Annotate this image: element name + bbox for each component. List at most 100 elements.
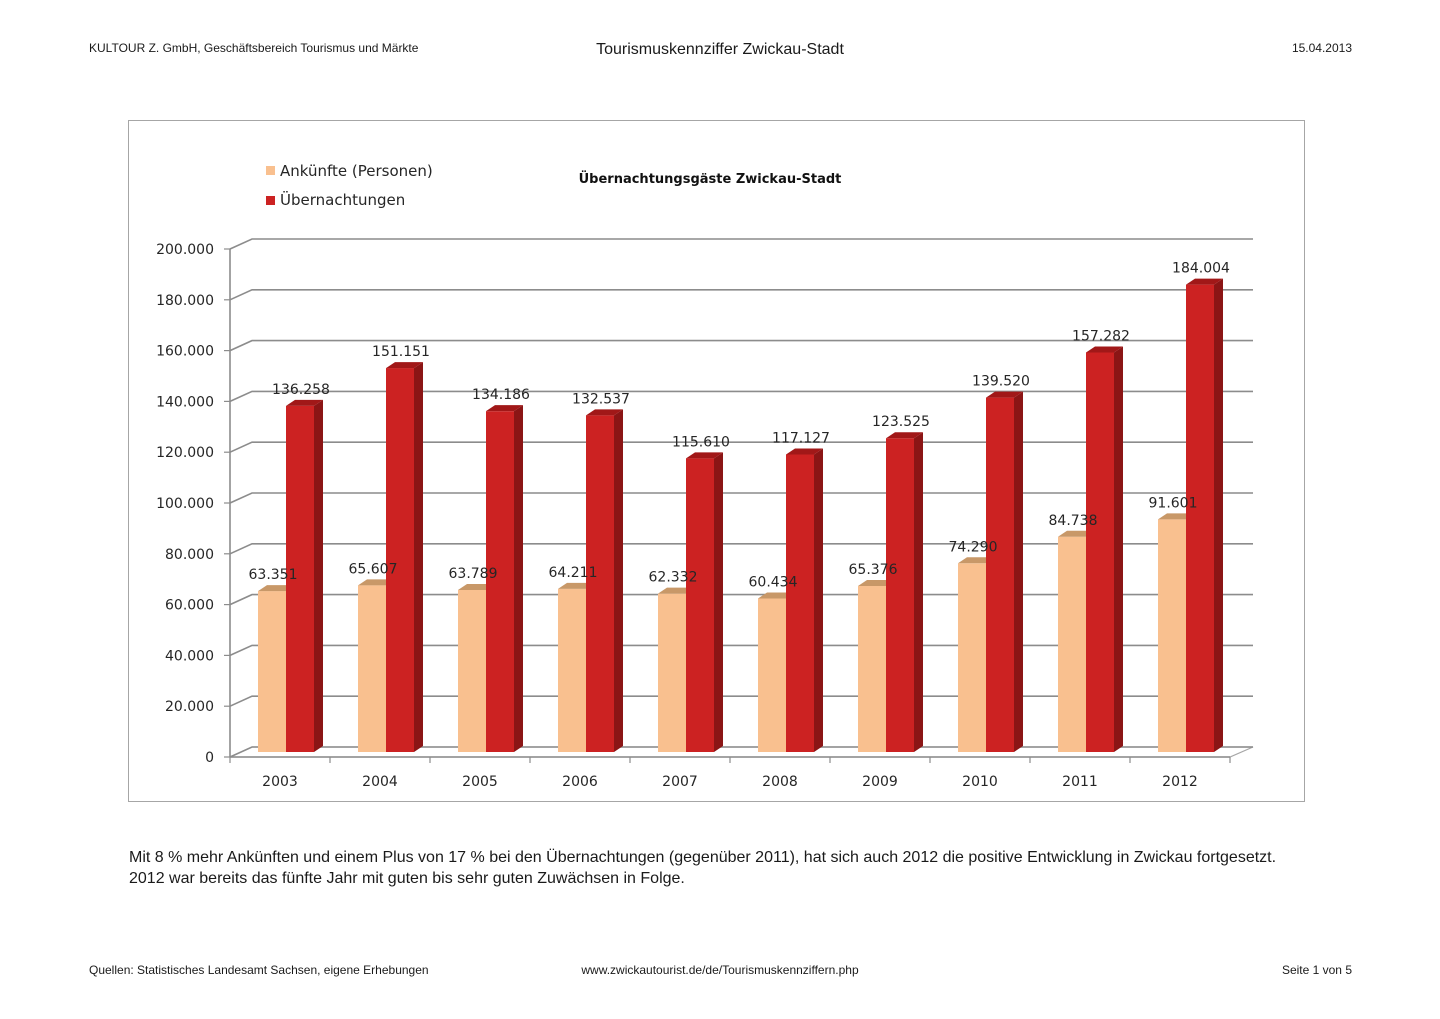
bar-top bbox=[658, 587, 695, 594]
legend-swatch-ankuenfte bbox=[266, 166, 275, 175]
bar-side bbox=[514, 405, 523, 752]
bar-front bbox=[286, 405, 314, 752]
bars bbox=[258, 278, 1223, 752]
data-label: 62.332 bbox=[649, 570, 698, 586]
footer-url[interactable]: www.zwickautourist.de/de/Tourismuskennzi… bbox=[581, 963, 859, 977]
gridline bbox=[229, 390, 1253, 403]
data-label: 123.525 bbox=[872, 414, 930, 430]
bar-side bbox=[1214, 278, 1223, 752]
y-tick-label: 80.000 bbox=[165, 547, 214, 563]
bar-uebernachtungen-2007 bbox=[686, 452, 723, 752]
y-tick-label: 100.000 bbox=[156, 496, 214, 512]
y-tick-label: 20.000 bbox=[165, 699, 214, 715]
x-tick-label: 2012 bbox=[1162, 774, 1198, 790]
bar-top bbox=[386, 362, 423, 369]
data-label: 84.738 bbox=[1049, 513, 1098, 529]
data-label: 65.607 bbox=[349, 561, 398, 577]
y-tick-label: 40.000 bbox=[165, 648, 214, 664]
bar-front bbox=[1158, 519, 1186, 752]
bar-uebernachtungen-2004 bbox=[386, 362, 423, 752]
bar-front bbox=[1186, 284, 1214, 752]
bar-top bbox=[1158, 513, 1195, 520]
bar-top bbox=[1086, 346, 1123, 353]
bar-front bbox=[758, 598, 786, 752]
y-tick-label: 60.000 bbox=[165, 598, 214, 614]
footer-source: Quellen: Statistisches Landesamt Sachsen… bbox=[89, 963, 429, 977]
y-tick-label: 160.000 bbox=[156, 344, 214, 360]
bar-side bbox=[914, 432, 923, 752]
x-tick-label: 2003 bbox=[262, 774, 298, 790]
data-label: 91.601 bbox=[1149, 495, 1198, 511]
bar-front bbox=[858, 585, 886, 752]
bar-front bbox=[786, 454, 814, 752]
bar-uebernachtungen-2011 bbox=[1086, 346, 1123, 752]
x-tick-label: 2004 bbox=[362, 774, 398, 790]
y-tick-label: 140.000 bbox=[156, 394, 214, 410]
bar-front bbox=[686, 458, 714, 752]
bar-front bbox=[558, 588, 586, 752]
bar-front bbox=[458, 589, 486, 752]
data-label: 65.376 bbox=[849, 562, 898, 578]
bar-side bbox=[814, 448, 823, 752]
x-tick-label: 2005 bbox=[462, 774, 498, 790]
bar-side bbox=[714, 452, 723, 752]
data-label: 184.004 bbox=[1172, 261, 1230, 277]
bar-top bbox=[886, 432, 923, 439]
chart-title: Übernachtungsgäste Zwickau-Stadt bbox=[579, 171, 842, 187]
y-tick-label: 0 bbox=[205, 750, 214, 766]
x-tick-label: 2007 bbox=[662, 774, 698, 790]
x-tick-label: 2010 bbox=[962, 774, 998, 790]
legend: Ankünfte (Personen) Übernachtungen bbox=[266, 162, 433, 209]
bar-front bbox=[386, 368, 414, 752]
data-label: 117.127 bbox=[772, 430, 830, 446]
gridline bbox=[229, 339, 1253, 352]
legend-swatch-uebernachtungen bbox=[266, 196, 275, 205]
y-tick-label: 180.000 bbox=[156, 293, 214, 309]
bar-top bbox=[358, 579, 395, 586]
bar-side bbox=[1114, 346, 1123, 752]
bar-top bbox=[258, 585, 295, 592]
legend-label-uebernachtungen: Übernachtungen bbox=[280, 190, 405, 209]
bar-front bbox=[658, 593, 686, 752]
footer-page-number: Seite 1 von 5 bbox=[1281, 963, 1352, 977]
data-label: 157.282 bbox=[1072, 329, 1130, 345]
bar-uebernachtungen-2009 bbox=[886, 432, 923, 752]
bar-front bbox=[486, 411, 514, 752]
data-label: 60.434 bbox=[749, 574, 798, 590]
bar-top bbox=[558, 582, 595, 589]
data-label: 136.258 bbox=[272, 382, 330, 398]
x-tick-label: 2008 bbox=[762, 774, 798, 790]
data-label: 134.186 bbox=[472, 387, 530, 403]
bar-top bbox=[858, 579, 895, 586]
bar-side bbox=[1014, 391, 1023, 752]
page-title: Tourismuskennziffer Zwickau-Stadt bbox=[596, 41, 844, 58]
bar-front bbox=[886, 438, 914, 752]
bar-top bbox=[1186, 278, 1223, 285]
bar-top bbox=[486, 405, 523, 412]
header-organization: KULTOUR Z. GmbH, Geschäftsbereich Touris… bbox=[89, 41, 419, 55]
data-label: 64.211 bbox=[549, 565, 598, 581]
bar-top bbox=[958, 557, 995, 564]
bar-top bbox=[758, 592, 795, 599]
data-label: 139.520 bbox=[972, 374, 1030, 390]
data-label: 151.151 bbox=[372, 344, 430, 360]
bar-front bbox=[1086, 352, 1114, 752]
bar-top bbox=[586, 409, 623, 416]
bar-side bbox=[614, 409, 623, 752]
bar-side bbox=[414, 362, 423, 752]
bar-top bbox=[986, 391, 1023, 398]
x-tick-label: 2009 bbox=[862, 774, 898, 790]
data-label: 132.537 bbox=[572, 391, 630, 407]
header-date: 15.04.2013 bbox=[1291, 41, 1352, 55]
legend-label-ankuenfte: Ankünfte (Personen) bbox=[280, 162, 433, 180]
bar-side bbox=[314, 399, 323, 752]
x-axis: 2003 2004 2005 2006 2007 2008 2009 2010 2011 2012 bbox=[229, 756, 1231, 790]
bar-front bbox=[958, 563, 986, 752]
bar-uebernachtungen-2008 bbox=[786, 448, 823, 752]
bar-front bbox=[986, 397, 1014, 752]
chart-area: 0 20.000 40.000 60.000 80.000 100.000 120.000 1… bbox=[128, 120, 1305, 802]
bar-front bbox=[1058, 536, 1086, 752]
data-label: 63.351 bbox=[249, 567, 298, 583]
bar-uebernachtungen-2012 bbox=[1186, 278, 1223, 752]
x-tick-label: 2011 bbox=[1062, 774, 1098, 790]
